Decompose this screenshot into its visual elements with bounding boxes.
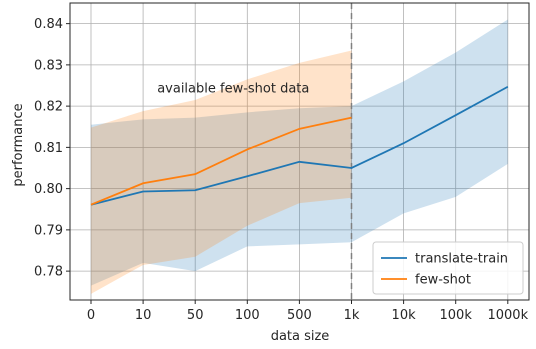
x-tick-label: 1000k xyxy=(487,308,528,323)
legend-label: translate-train xyxy=(415,252,508,267)
x-tick-label: 10k xyxy=(392,308,417,323)
y-tick-label: 0.82 xyxy=(34,100,63,115)
y-tick-label: 0.79 xyxy=(34,223,63,238)
annotation-text: available few-shot data xyxy=(157,82,309,97)
x-tick-label: 1k xyxy=(344,308,360,323)
y-tick-label: 0.78 xyxy=(34,265,63,280)
y-tick-label: 0.84 xyxy=(34,17,63,32)
legend-label: few-shot xyxy=(415,273,471,288)
x-tick-label: 100k xyxy=(440,308,473,323)
y-tick-label: 0.81 xyxy=(34,141,63,156)
few-shot-line xyxy=(90,116,352,206)
x-tick-label: 500 xyxy=(287,308,312,323)
translate-train-band xyxy=(91,19,508,286)
plot-area: 0 10 50 100 500 1k 10k 100k 1000k 0.78 0.79 0.80 0.8… xyxy=(34,2,530,323)
x-tick-label: 0 xyxy=(87,308,95,323)
x-tick-label: 10 xyxy=(135,308,152,323)
y-tick-label: 0.80 xyxy=(34,182,63,197)
x-tick-label: 100 xyxy=(235,308,260,323)
y-tick-label: 0.83 xyxy=(34,58,63,73)
few-shot-band xyxy=(91,50,352,294)
legend-box xyxy=(372,241,524,295)
x-tick-label: 50 xyxy=(187,308,204,323)
x-axis-label: data size xyxy=(271,329,330,344)
y-axis-label: performance xyxy=(11,103,26,186)
translate-train-line xyxy=(90,85,509,206)
